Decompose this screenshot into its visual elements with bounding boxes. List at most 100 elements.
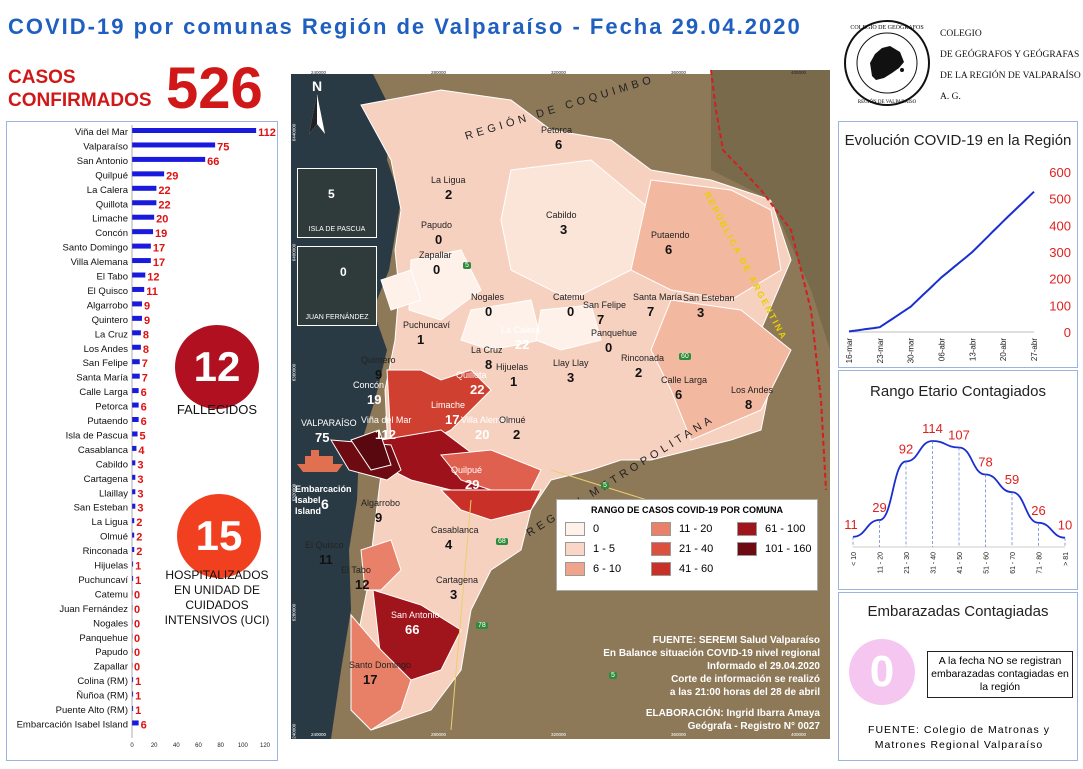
comuna-name: VALPARAÍSO xyxy=(301,418,357,428)
comuna-value: 66 xyxy=(405,622,420,637)
legend-label: 21 - 40 xyxy=(679,543,714,555)
bar-value-label: 19 xyxy=(155,228,167,240)
bar-x-tick: 80 xyxy=(217,743,224,749)
bar-category-label: Villa Alemana xyxy=(71,257,129,268)
bar xyxy=(132,706,134,711)
evo-y-tick: 600 xyxy=(1049,165,1071,180)
bar-category-label: La Cruz xyxy=(95,329,129,340)
bar-x-tick: 100 xyxy=(238,743,249,749)
comuna-name: Cartagena xyxy=(436,575,479,585)
map-y-tick: 6360000 xyxy=(291,363,297,382)
casos-label: CASOS CONFIRMADOS xyxy=(8,67,152,111)
map-x-tick: 280000 xyxy=(431,70,447,75)
map-y-tick: 6320000 xyxy=(291,483,297,502)
bar-value-label: 2 xyxy=(136,546,142,558)
bar-x-tick: 120 xyxy=(260,743,271,749)
comuna-name: Catemu xyxy=(553,292,585,302)
age-value-label: 26 xyxy=(1031,503,1045,518)
comuna-name: Llay Llay xyxy=(553,358,589,368)
bar-value-label: 0 xyxy=(134,618,140,630)
bar xyxy=(132,142,216,148)
age-value-label: 10 xyxy=(1058,518,1072,533)
bar-value-label: 6 xyxy=(141,719,147,731)
bar-category-label: La Calera xyxy=(87,185,129,196)
age-x-tick: < 10 xyxy=(851,552,858,566)
bar xyxy=(132,691,134,697)
comuna-name: Quintero xyxy=(361,355,396,365)
comuna-name: La Cruz xyxy=(471,345,503,355)
age-value-label: 59 xyxy=(1005,472,1019,487)
age-x-tick: 11 - 20 xyxy=(878,552,885,573)
uci-value: 15 xyxy=(195,512,243,559)
bar-value-label: 17 xyxy=(153,257,165,269)
comuna-name: Rinconada xyxy=(621,353,665,363)
legend-item: 21 - 40 xyxy=(651,542,713,556)
bar xyxy=(132,243,151,249)
bar-value-label: 3 xyxy=(137,503,143,515)
comuna-value: 22 xyxy=(470,382,485,397)
bar-value-label: 112 xyxy=(258,127,276,139)
comuna-value: 1 xyxy=(417,332,425,347)
map-x-tick: 320000 xyxy=(551,732,567,737)
bar-category-label: Concón xyxy=(95,228,128,239)
comuna-name: Putaendo xyxy=(651,230,690,240)
bar-value-label: 7 xyxy=(142,373,148,385)
bar xyxy=(132,200,157,206)
bar-value-label: 12 xyxy=(147,272,159,284)
map-x-tick: 280000 xyxy=(431,732,447,737)
bar-category-label: Rinconada xyxy=(83,546,129,557)
inset-jf-label: JUAN FERNÁNDEZ xyxy=(305,314,369,321)
comuna-name: Puchuncaví xyxy=(403,320,451,330)
colegio-line-4: A. G. xyxy=(940,92,961,102)
comuna-name: Papudo xyxy=(421,220,453,230)
legend-label: 11 - 20 xyxy=(679,523,713,535)
comuna-value: 112 xyxy=(375,427,396,442)
age-value-label: 114 xyxy=(922,421,943,436)
legend-title: RANGO DE CASOS COVID-19 POR COMUNA xyxy=(590,505,784,515)
evo-x-tick: 30-mar xyxy=(907,338,916,364)
legend-swatch xyxy=(565,522,585,536)
comuna-name: Algarrobo xyxy=(361,498,401,508)
pregnant-title: Embarazadas Contagiadas xyxy=(867,603,1049,620)
bar xyxy=(132,388,139,394)
route-marker: 68 xyxy=(496,538,508,545)
age-x-tick: > 81 xyxy=(1063,552,1070,566)
colegio-name: COLEGIO DE GEÓGRAFOS Y GEÓGRAFAS DE LA R… xyxy=(940,24,1081,108)
comuna-name: El Quisco xyxy=(305,540,344,550)
legend-item: 6 - 10 xyxy=(565,562,621,576)
evo-y-tick: 400 xyxy=(1049,218,1071,233)
bar-category-label: Olmué xyxy=(100,532,128,543)
evo-x-tick: 06-abr xyxy=(938,338,947,361)
bar-value-label: 1 xyxy=(135,575,141,587)
cases-by-comuna-panel: Viña del Mar 112 Valparaíso 75 San Antonio 66… xyxy=(6,121,278,761)
route-marker: 5 xyxy=(609,672,617,679)
legend-swatch xyxy=(651,522,671,536)
map-x-tick: 320000 xyxy=(551,70,567,75)
source-line-4: Corte de información se realizó xyxy=(671,674,820,685)
evo-y-tick: 100 xyxy=(1049,298,1071,313)
bar-category-label: Ñuñoa (RM) xyxy=(76,691,128,702)
bar-value-label: 6 xyxy=(141,387,147,399)
map-x-tick: 360000 xyxy=(671,732,687,737)
map-x-tick: 240000 xyxy=(311,70,327,75)
bar xyxy=(132,445,137,451)
bar xyxy=(132,547,135,553)
comuna-name: Santo Domingo xyxy=(349,660,412,670)
age-x-tick: 51 - 60 xyxy=(984,552,991,574)
bar-category-label: Panquehue xyxy=(79,633,128,644)
bar-value-label: 9 xyxy=(144,300,150,312)
bar-value-label: 8 xyxy=(143,344,149,356)
map-y-tick: 6240000 xyxy=(291,723,297,739)
comuna-value: 6 xyxy=(555,137,563,152)
bar-category-label: Puente Alto (RM) xyxy=(56,705,128,716)
map-x-tick: 240000 xyxy=(311,732,327,737)
bar xyxy=(132,720,139,726)
bar xyxy=(132,677,134,683)
bar-value-label: 0 xyxy=(134,647,140,659)
comuna-name: Calle Larga xyxy=(661,375,708,385)
comuna-value: 75 xyxy=(315,430,330,445)
map-legend: RANGO DE CASOS COVID-19 POR COMUNA 0 1 - … xyxy=(556,499,818,591)
comuna-value: 11 xyxy=(319,552,333,567)
comuna-name: El Tabo xyxy=(341,565,371,575)
comuna-name: Villa Alemana xyxy=(461,415,516,425)
